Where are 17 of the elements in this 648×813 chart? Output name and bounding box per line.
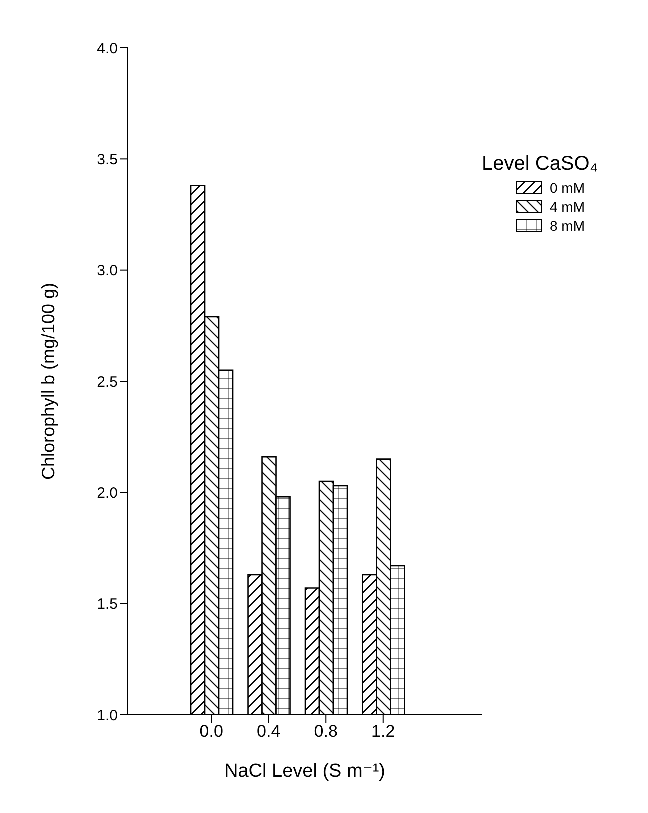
y-tick-label: 3.0 xyxy=(97,262,118,280)
y-tick-label: 1.0 xyxy=(97,707,118,724)
y-axis-title: Chlorophyll b (mg/100 g) xyxy=(38,282,58,480)
x-tick-label: 0.4 xyxy=(257,722,281,742)
y-tick-label: 2.0 xyxy=(97,484,118,502)
x-axis-title: NaCl Level (S m⁻¹) xyxy=(224,761,386,782)
legend-label: 4 mM xyxy=(550,198,585,214)
x-tick-label: 1.2 xyxy=(372,722,396,742)
y-tick-label: 2.5 xyxy=(97,374,118,391)
x-tick-label: 0.0 xyxy=(200,722,224,742)
legend-label: 0 mM xyxy=(550,180,585,196)
x-tick-label: 0.8 xyxy=(314,722,338,742)
legend-label: 8 mM xyxy=(550,218,585,234)
y-tick-label: 1.5 xyxy=(97,596,118,614)
legend-title: Level CaSO₄ xyxy=(482,153,598,176)
y-tick-label: 4.0 xyxy=(97,40,118,58)
y-tick-label: 3.5 xyxy=(97,151,118,168)
